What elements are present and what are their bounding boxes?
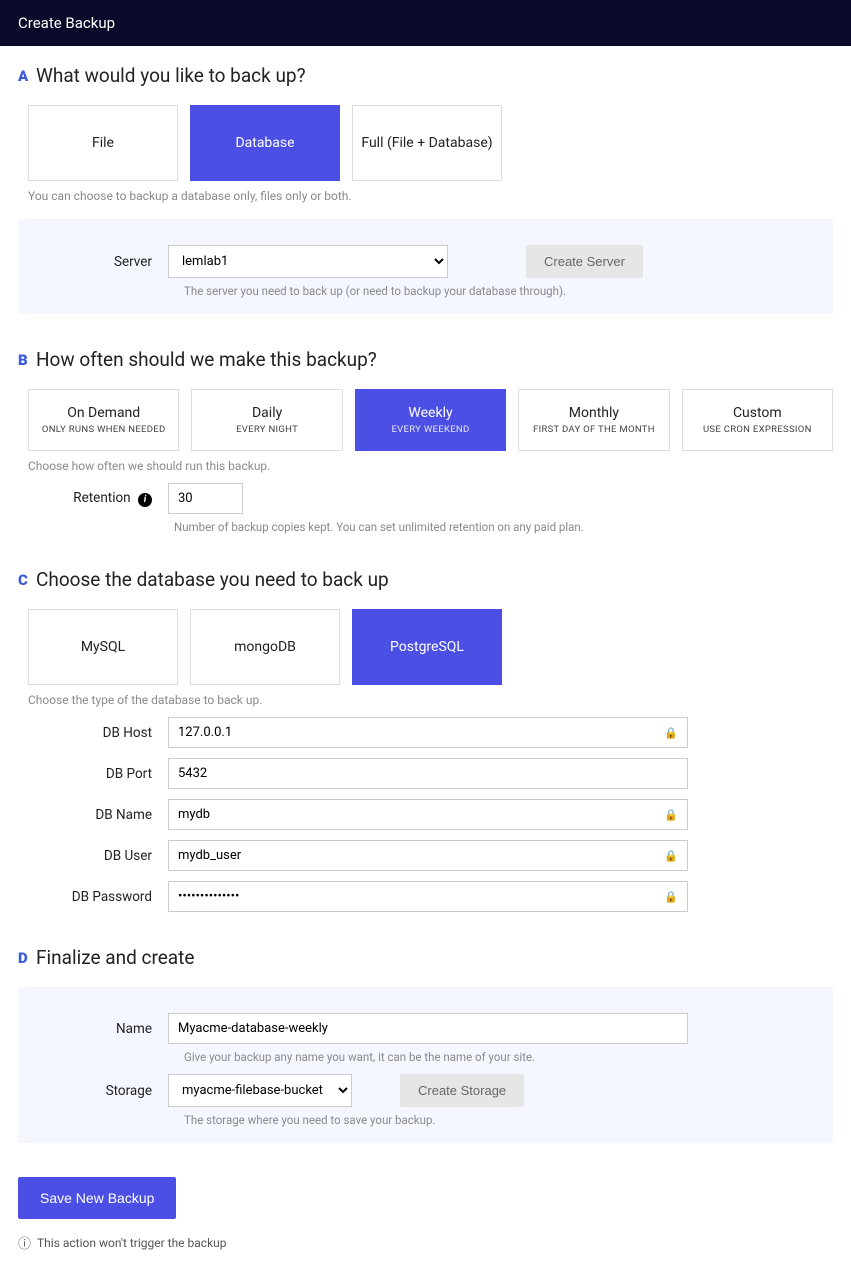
storage-select[interactable]: myacme-filebase-bucket [168,1074,352,1107]
option-sub: Every night [236,424,298,435]
create-storage-button[interactable]: Create Storage [400,1074,524,1107]
section-title-a: What would you like to back up? [36,64,306,87]
lock-icon: 🔒 [664,849,678,862]
option-sub: Only runs when needed [42,424,166,435]
help-name: Give your backup any name you want, it c… [184,1050,823,1064]
db-name-input[interactable] [168,799,688,830]
option-main: Custom [733,405,782,421]
option-card[interactable]: mongoDB [190,609,340,685]
option-main: On Demand [67,405,140,421]
db-host-input[interactable] [168,717,688,748]
info-icon[interactable]: i [138,493,152,507]
option-card[interactable]: PostgreSQL [352,609,502,685]
option-main: Monthly [569,405,619,421]
db-user-input[interactable] [168,840,688,871]
section-finalize: D Finalize and create Name Give your bac… [18,946,833,1143]
section-title-b: How often should we make this backup? [36,348,377,371]
section-database: C Choose the database you need to back u… [18,568,833,912]
option-sub: Use cron expression [703,424,812,435]
label-db-name: DB Name [28,807,168,823]
option-main: Daily [252,405,282,421]
db-port-input[interactable] [168,758,688,789]
page-title: Create Backup [18,14,115,32]
option-card[interactable]: Database [190,105,340,181]
option-sub: First day of the month [533,424,655,435]
section-title-c: Choose the database you need to back up [36,568,389,591]
page-header: Create Backup [0,0,851,46]
label-storage: Storage [28,1083,168,1099]
section-badge-d: D [18,949,34,967]
option-card[interactable]: Full (File + Database) [352,105,502,181]
section-badge-b: B [18,351,34,369]
option-main: Weekly [408,405,452,421]
option-sub: Every weekend [391,424,469,435]
option-card[interactable]: Daily Every night [191,389,342,451]
backup-name-input[interactable] [168,1013,688,1044]
lock-icon: 🔒 [664,890,678,903]
section-frequency: B How often should we make this backup? … [18,348,833,534]
db-password-input[interactable] [168,881,688,912]
section-what: A What would you like to back up? FileDa… [18,64,833,314]
option-card[interactable]: File [28,105,178,181]
help-what: You can choose to backup a database only… [28,189,833,203]
help-server: The server you need to back up (or need … [184,284,823,298]
option-card[interactable]: On Demand Only runs when needed [28,389,179,451]
label-db-port: DB Port [28,766,168,782]
label-db-host: DB Host [28,725,168,741]
save-backup-button[interactable]: Save New Backup [18,1177,176,1219]
label-db-user: DB User [28,848,168,864]
section-badge-a: A [18,67,34,85]
section-title-d: Finalize and create [36,946,194,969]
lock-icon: 🔒 [664,726,678,739]
server-select[interactable]: lemlab1 [168,245,448,278]
help-dbtype: Choose the type of the database to back … [28,693,833,707]
help-storage: The storage where you need to save your … [184,1113,823,1127]
submit-note: This action won't trigger the backup [18,1233,833,1252]
create-server-button[interactable]: Create Server [526,245,643,278]
help-frequency: Choose how often we should run this back… [28,459,833,473]
option-card[interactable]: Weekly Every weekend [355,389,506,451]
lock-icon: 🔒 [664,808,678,821]
option-card[interactable]: Custom Use cron expression [682,389,833,451]
option-card[interactable]: Monthly First day of the month [518,389,669,451]
label-db-password: DB Password [28,889,168,905]
option-card[interactable]: MySQL [28,609,178,685]
help-retention: Number of backup copies kept. You can se… [174,520,833,534]
label-retention: Retention [73,490,130,506]
section-badge-c: C [18,571,34,589]
label-server: Server [28,254,168,270]
label-backup-name: Name [28,1021,168,1037]
retention-input[interactable] [168,483,243,514]
